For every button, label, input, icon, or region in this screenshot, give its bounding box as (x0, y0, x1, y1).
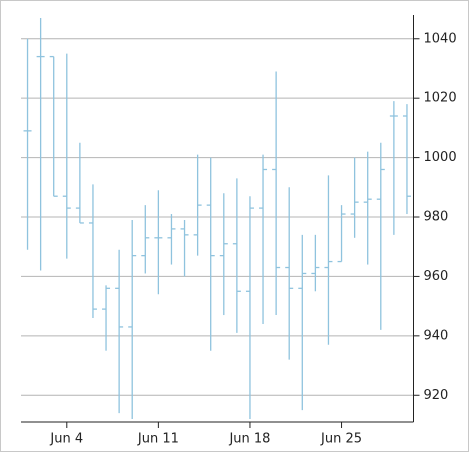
y-tick-label: 1000 (424, 150, 457, 165)
y-tick-label: 980 (424, 210, 449, 225)
y-tick-label: 940 (424, 328, 449, 343)
y-tick-label: 1020 (424, 91, 457, 106)
x-tick-label: Jun 11 (137, 432, 179, 447)
x-tick-label: Jun 4 (49, 432, 83, 447)
x-tick-label: Jun 25 (320, 432, 362, 447)
y-tick-label: 960 (424, 269, 449, 284)
y-tick-label: 920 (424, 388, 449, 403)
y-tick-label: 1040 (424, 31, 457, 46)
x-tick-label: Jun 18 (228, 432, 270, 447)
